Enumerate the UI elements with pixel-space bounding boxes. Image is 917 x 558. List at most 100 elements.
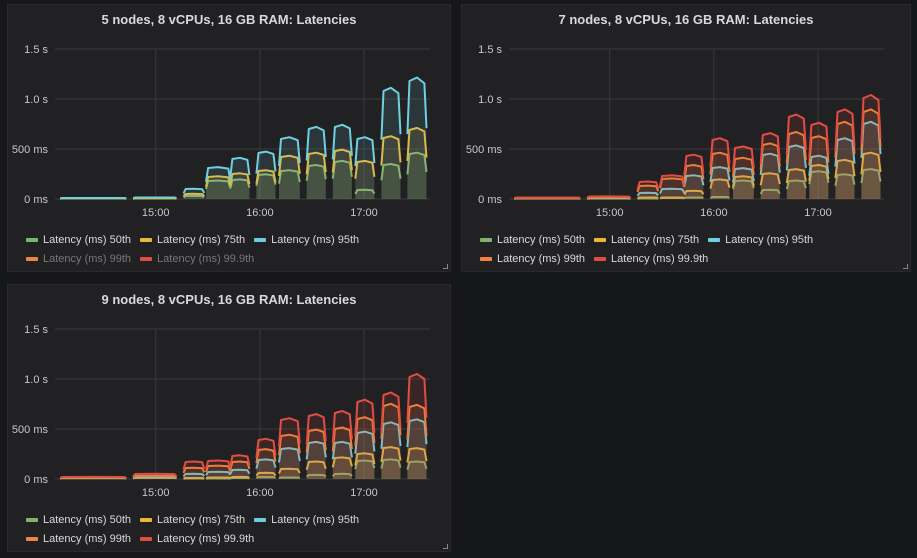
series-line-segment [683, 189, 705, 196]
legend-item[interactable]: Latency (ms) 75th [140, 510, 245, 529]
legend-item[interactable]: Latency (ms) 99th [26, 249, 131, 268]
series-line-segment [732, 145, 755, 171]
series-area [760, 133, 780, 199]
series-area [206, 180, 231, 199]
legend-item[interactable]: Latency (ms) 95th [708, 230, 813, 249]
panel-7-nodes-latencies: 7 nodes, 8 vCPUs, 16 GB RAM: Latencies 0 … [461, 4, 911, 272]
series-area [760, 189, 780, 199]
series-line-segment [709, 178, 731, 189]
series-area [306, 441, 326, 479]
series-line-segment [182, 192, 205, 197]
legend-label: Latency (ms) 95th [725, 234, 813, 246]
resize-handle-icon[interactable] [443, 544, 448, 549]
series-area [332, 441, 352, 479]
series-line-segment [354, 136, 376, 167]
series-area [381, 422, 401, 479]
series-line-segment [255, 458, 277, 469]
legend-item[interactable]: Latency (ms) 99th [26, 529, 131, 548]
series-latency-ms-95th [514, 120, 882, 200]
series-line-segment [380, 458, 402, 469]
series-area [256, 438, 276, 479]
legend-swatch [254, 517, 267, 522]
legend-item[interactable]: Latency (ms) 75th [594, 230, 699, 249]
y-tick-label: 1.0 s [478, 94, 502, 106]
series-area [407, 152, 427, 199]
series-area [133, 473, 177, 479]
series-area [355, 137, 375, 199]
series-line-segment [229, 468, 251, 475]
legend-item[interactable]: Latency (ms) 75th [140, 230, 245, 249]
legend-item[interactable]: Latency (ms) 99th [480, 249, 585, 268]
series-line-segment [834, 173, 856, 186]
series-line-segment [182, 472, 205, 477]
series-area [809, 165, 829, 199]
x-tick-label: 17:00 [350, 207, 378, 219]
legend-item[interactable]: Latency (ms) 99.9th [140, 249, 254, 268]
series-line-segment [586, 195, 631, 199]
series-area [306, 429, 326, 479]
series-latency-ms-99th [514, 108, 882, 200]
series-area [407, 404, 427, 479]
series-latency-ms-75th [60, 126, 428, 200]
series-line-segment [860, 151, 882, 175]
legend-item[interactable]: Latency (ms) 50th [26, 510, 131, 529]
legend-label: Latency (ms) 99th [43, 533, 131, 545]
series-latency-ms-75th [514, 151, 882, 200]
legend-item[interactable]: Latency (ms) 95th [254, 510, 359, 529]
series-area [183, 461, 205, 479]
panel-title[interactable]: 9 nodes, 8 vCPUs, 16 GB RAM: Latencies [101, 292, 357, 307]
legend-item[interactable]: Latency (ms) 99.9th [594, 249, 708, 268]
series-area [381, 164, 401, 199]
series-area [183, 473, 205, 479]
series-area [279, 468, 300, 479]
y-tick-label: 1.5 s [24, 44, 48, 56]
legend-label: Latency (ms) 99th [43, 252, 132, 265]
series-area [279, 448, 300, 479]
legend-item[interactable]: Latency (ms) 50th [26, 230, 131, 249]
panel-title[interactable]: 7 nodes, 8 vCPUs, 16 GB RAM: Latencies [558, 12, 814, 27]
series-line-segment [278, 447, 301, 463]
resize-handle-icon[interactable] [443, 264, 448, 269]
legend-label: Latency (ms) 99.9th [157, 533, 254, 545]
legend-item[interactable]: Latency (ms) 99.9th [140, 529, 254, 548]
series-area [206, 465, 231, 479]
legend-label: Latency (ms) 95th [271, 514, 359, 526]
series-line-segment [182, 194, 205, 199]
legend-item[interactable]: Latency (ms) 95th [254, 230, 359, 249]
series-line-segment [380, 86, 402, 140]
panel-title[interactable]: 5 nodes, 8 vCPUs, 16 GB RAM: Latencies [101, 12, 357, 27]
series-area [710, 167, 730, 199]
series-area [355, 399, 375, 479]
y-tick-label: 1.0 s [24, 374, 48, 386]
resize-handle-icon[interactable] [903, 264, 908, 269]
series-area [861, 109, 881, 199]
series-line-segment [59, 475, 127, 479]
series-area [230, 469, 250, 479]
series-area [637, 185, 659, 199]
series-line-segment [278, 154, 301, 177]
series-line-segment [683, 174, 705, 187]
series-area [835, 109, 855, 199]
series-area [786, 114, 806, 199]
series-line-segment [683, 153, 705, 176]
series-area [355, 460, 375, 479]
series-area [381, 392, 401, 479]
y-tick-label: 1.5 s [24, 324, 48, 336]
series-line-segment [513, 196, 581, 200]
series-line-segment [305, 460, 327, 470]
series-line-segment [406, 76, 428, 135]
series-line-segment [255, 471, 277, 477]
series-latency-ms-99-9th [513, 94, 882, 200]
legend-label: Latency (ms) 75th [157, 233, 246, 246]
legend-item[interactable]: Latency (ms) 50th [480, 230, 585, 249]
series-area [786, 169, 806, 199]
series-area [279, 170, 300, 199]
series-area [407, 373, 427, 479]
series-area [835, 174, 855, 199]
series-latency-ms-99th [59, 402, 428, 480]
series-area [710, 152, 730, 199]
latency-chart: 0 ms 500 ms 1.0 s 1.5 s 15:00 16:00 17:00 [466, 44, 884, 219]
legend-swatch [140, 256, 153, 261]
series-area [306, 152, 326, 199]
series-area [381, 459, 401, 479]
